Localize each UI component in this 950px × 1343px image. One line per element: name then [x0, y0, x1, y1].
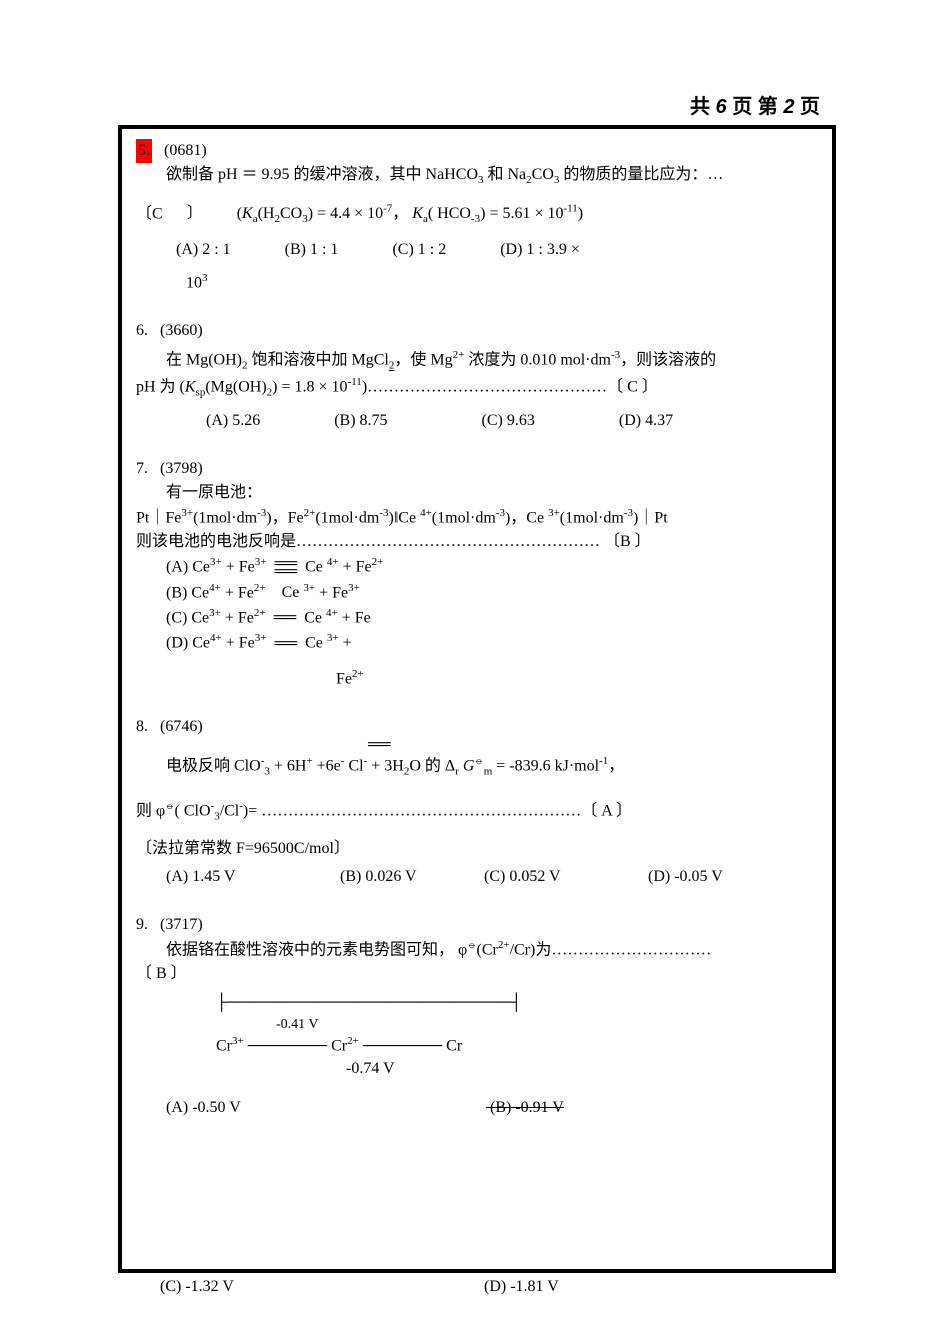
q6-optD: (D) 4.37 [619, 409, 673, 433]
footer-optD: (D) -1.81 V [484, 1278, 559, 1296]
q6-options: (A) 5.26 (B) 8.75 (C) 9.63 (D) 4.37 [136, 409, 818, 433]
question-5: 5. (0681) 欲制备 pH ＝ 9.95 的缓冲溶液，其中 NaHCO3 … [136, 139, 818, 295]
q9-diagram: ├─────────────────────────┤ -0.41 V Cr3+… [216, 992, 818, 1080]
equals-icon: ════ [274, 560, 297, 576]
footer-options: (C) -1.32 V (D) -1.81 V [118, 1278, 836, 1296]
q6-num: 6. [136, 322, 148, 339]
q9-optB: (B) -0.91 V [490, 1099, 564, 1116]
q7-cell: Pt｜Fe3+(1mol·dm-3)，Fe2+(1mol·dm-3)‖Ce 4+… [136, 505, 818, 530]
header-total: 6 [716, 96, 727, 118]
q5-text: 欲制备 pH ＝ 9.95 的缓冲溶液，其中 NaHCO3 和 Na2CO3 的… [136, 163, 818, 189]
question-7: 7. (3798) 有一原电池： Pt｜Fe3+(1mol·dm-3)，Fe2+… [136, 457, 818, 691]
q9-answer: 〔 B 〕 [136, 962, 818, 986]
q8-line2: 则 φ⦵( ClO-3/Cl-)= ……………………………………………………〔 … [136, 798, 818, 825]
q7-optC: (C) Ce3+ + Fe2+ ══ Ce 4+ + Fe [136, 605, 818, 630]
q6-line2: pH 为 (Ksp(Mg(OH)2) = 1.8 × 10-11)…………………… [136, 374, 818, 401]
q7-optB: (B) Ce4+ + Fe2+ Ce 3+ + Fe3+ [136, 580, 818, 605]
q5-optC: (C) 1 : 2 [392, 238, 446, 262]
header-current: 2 [783, 96, 794, 118]
header-prefix: 共 [690, 96, 710, 118]
q9-text: 依据铬在酸性溶液中的元素电势图可知， φ⦵(Cr2+/Cr)为………………………… [136, 937, 818, 962]
q9-strike-options: (A) -0.50 V (B) -0.91 V [136, 1096, 818, 1120]
q5-answer-line: 〔C 〕 (Ka(H2CO3) = 4.4 × 10-7， Ka( HCO-3)… [136, 201, 818, 228]
q8-code: (6746) [160, 718, 203, 735]
q8-optD: (D) -0.05 V [648, 868, 723, 885]
footer-optC: (C) -1.32 V [160, 1278, 480, 1296]
q8-num: 8. [136, 718, 148, 735]
question-9: 9. (3717) 依据铬在酸性溶液中的元素电势图可知， φ⦵(Cr2+/Cr)… [136, 913, 818, 1120]
q7-optD: (D) Ce4+ + Fe3+ ══ Ce 3+ + [136, 630, 818, 655]
header-mid2: 第 [758, 96, 778, 118]
q6-optB: (B) 8.75 [334, 409, 387, 433]
q5-optD2: 103 [136, 270, 818, 295]
q6-text: 在 Mg(OH)2 饱和溶液中加 MgCl2，使 Mg2+ 浓度为 0.010 … [136, 347, 818, 374]
q8-optC: (C) 0.052 V [484, 865, 644, 889]
q6-optC: (C) 9.63 [482, 409, 535, 433]
q7-num: 7. [136, 460, 148, 477]
question-6: 6. (3660) 在 Mg(OH)2 饱和溶液中加 MgCl2，使 Mg2+ … [136, 319, 818, 433]
q7-code: (3798) [160, 460, 203, 477]
q9-optA: (A) -0.50 V [166, 1096, 486, 1120]
q6-code: (3660) [160, 322, 203, 339]
q6-optA: (A) 5.26 [206, 409, 260, 433]
q9-code: (3717) [160, 916, 203, 933]
q8-options: (A) 1.45 V (B) 0.026 V (C) 0.052 V (D) -… [136, 865, 818, 889]
q5-options: (A) 2 : 1 (B) 1 : 1 (C) 1 : 2 (D) 1 : 3.… [136, 238, 818, 262]
content-box: 5. (0681) 欲制备 pH ＝ 9.95 的缓冲溶液，其中 NaHCO3 … [118, 125, 836, 1273]
q7-line1: 有一原电池： [136, 481, 818, 505]
q8-faraday: 〔法拉第常数 F=96500C/mol〕 [136, 837, 818, 861]
q7-optD-cont: Fe2+ [136, 666, 818, 691]
header-mid1: 页 [732, 96, 752, 118]
q5-optB: (B) 1 : 1 [285, 238, 339, 262]
q9-num: 9. [136, 916, 148, 933]
q5-code: (0681) [164, 142, 207, 159]
question-8: 8. (6746) ══ 电极反响 ClO-3 + 6H+ +6e- Cl- +… [136, 715, 818, 889]
q5-optD1: (D) 1 : 3.9 × [500, 238, 580, 262]
q8-optA: (A) 1.45 V [166, 865, 336, 889]
q5-marker: 5. [136, 139, 152, 163]
q5-optA: (A) 2 : 1 [176, 238, 231, 262]
q8-reaction: 电极反响 ClO-3 + 6H+ +6e- Cl- + 3H2O 的 Δr G⦵… [136, 753, 818, 780]
header-suffix: 页 [800, 96, 820, 118]
q7-optA: (A) Ce3+ + Fe3+ ════ Ce 4+ + Fe2+ [136, 554, 818, 579]
q8-optB: (B) 0.026 V [340, 865, 480, 889]
q7-line3: 则该电池的电池反响是………………………………………………… 〔B 〕 [136, 530, 818, 554]
page-header: 共 6 页 第 2 页 [690, 90, 820, 119]
